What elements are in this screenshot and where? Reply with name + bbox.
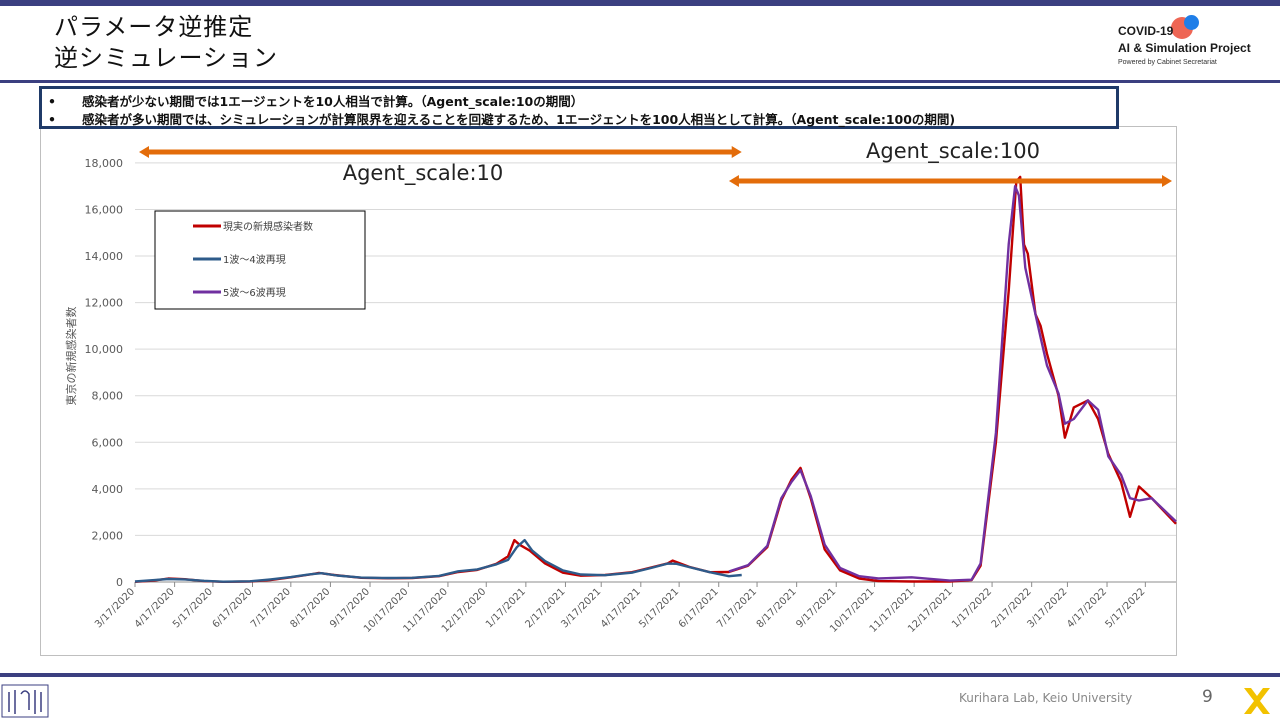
project-logo: COVID-19 AI & Simulation Project Powered… xyxy=(1118,15,1268,74)
logo-line-2: AI & Simulation Project xyxy=(1118,41,1251,55)
slide-title: パラメータ逆推定 逆シミュレーション xyxy=(54,12,278,74)
title-line-2: 逆シミュレーション xyxy=(54,44,279,72)
scale-arrow-left-head xyxy=(728,175,739,187)
legend-label: 現実の新規感染者数 xyxy=(223,220,313,233)
legend-box xyxy=(154,210,366,310)
x-tick-label: 1/17/2021 xyxy=(484,586,528,630)
series-lines xyxy=(134,175,1177,583)
title-line-1: パラメータ逆推定 xyxy=(54,13,254,41)
x-tick-label: 7/17/2021 xyxy=(715,586,759,630)
x-tick-label: 5/17/2020 xyxy=(171,586,215,630)
legend: 現実の新規感染者数 1波～4波再現 5波～6波再現 xyxy=(154,210,366,310)
bullet-icon: • xyxy=(48,112,56,127)
x-tick-label: 5/17/2021 xyxy=(637,586,681,630)
x-tick-label: 8/17/2021 xyxy=(755,586,799,630)
x-tick-label: 1/17/2022 xyxy=(950,586,994,630)
scale-annotation-label: Agent_scale:10 xyxy=(343,161,504,186)
note-text: 感染者が少ない期間では1エージェントを10人相当で計算。（Agent_scale… xyxy=(82,94,584,109)
note-text: 感染者が多い期間では、シミュレーションが計算限界を迎えることを回避するため、1エ… xyxy=(82,112,956,127)
scale-annotations: Agent_scale:10 Agent_scale:100 xyxy=(139,139,1172,187)
corner-x-logo-icon xyxy=(1244,688,1270,714)
x-tick-label: 4/17/2021 xyxy=(599,586,643,630)
header-divider xyxy=(0,80,1280,83)
logo-line-3: Powered by Cabinet Secretariat xyxy=(1118,59,1217,66)
logo-line-1: COVID-19 xyxy=(1118,24,1174,38)
x-tick-label: 4/17/2022 xyxy=(1065,586,1109,630)
scale-annotation-label: Agent_scale:100 xyxy=(866,139,1040,164)
series-line xyxy=(728,185,1177,582)
legend-label: 1波～4波再現 xyxy=(223,253,286,266)
y-tick-label: 14,000 xyxy=(85,250,124,263)
x-tick-label: 7/17/2020 xyxy=(249,586,293,630)
page-number: 9 xyxy=(1202,687,1213,707)
y-tick-label: 8,000 xyxy=(92,390,124,403)
scale-arrow-right-head xyxy=(731,146,742,158)
y-tick-label: 12,000 xyxy=(85,297,124,310)
x-tick-label: 3/17/2020 xyxy=(93,586,137,630)
footer-credit: Kurihara Lab, Keio University xyxy=(959,691,1133,705)
y-tick-label: 18,000 xyxy=(85,157,124,170)
y-tick-label: 10,000 xyxy=(85,343,124,356)
x-tick-label: 5/17/2022 xyxy=(1103,586,1147,630)
scale-arrow-left-head xyxy=(139,146,149,158)
top-accent-bar xyxy=(0,0,1280,6)
x-tick-label: 6/17/2020 xyxy=(211,586,255,630)
x-tick-label: 8/17/2020 xyxy=(289,586,333,630)
note-item: • 感染者が少ない期間では1エージェントを10人相当で計算。（Agent_scal… xyxy=(48,91,583,110)
logo-blue-circle xyxy=(1184,15,1199,30)
y-axis-label: 東京の新規感染者数 xyxy=(64,307,78,406)
note-item: • 感染者が多い期間では、シミュレーションが計算限界を迎えることを回避するため、1… xyxy=(48,109,955,128)
bullet-icon: • xyxy=(48,94,56,109)
y-tick-label: 16,000 xyxy=(85,203,124,216)
x-tick-label: 4/17/2020 xyxy=(133,586,177,630)
footer-divider xyxy=(0,673,1280,677)
y-tick-label: 4,000 xyxy=(92,483,124,496)
x-tick-label: 6/17/2021 xyxy=(677,586,721,630)
y-tick-label: 0 xyxy=(116,576,123,589)
series-line xyxy=(134,538,742,583)
notes-box: • 感染者が少ない期間では1エージェントを10人相当で計算。（Agent_scal… xyxy=(39,86,1119,129)
y-tick-label: 2,000 xyxy=(92,529,124,542)
y-tick-label: 6,000 xyxy=(92,436,124,449)
legend-label: 5波～6波再現 xyxy=(223,286,286,299)
scale-arrow-right-head xyxy=(1162,175,1172,187)
lab-logo-icon xyxy=(1,684,49,718)
